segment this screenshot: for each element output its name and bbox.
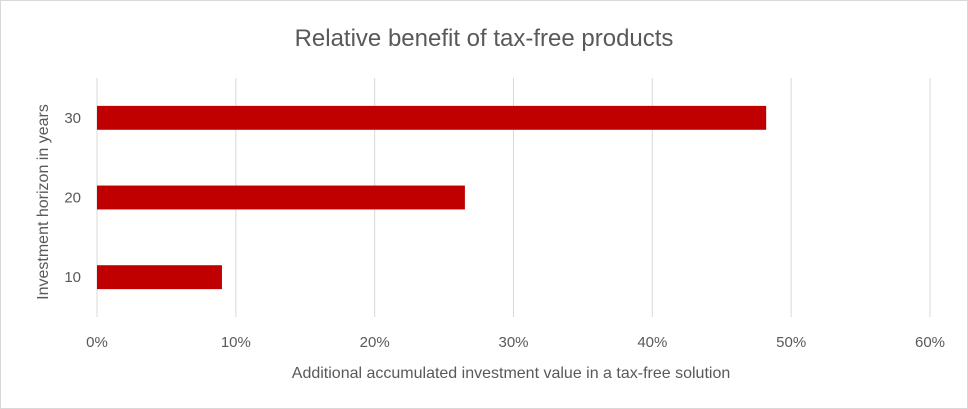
x-tick-label: 50% — [776, 334, 806, 351]
x-tick-labels: 0% 10% 20% 30% 40% 50% 60% — [86, 334, 945, 351]
x-tick-label: 60% — [915, 334, 945, 351]
y-axis-label: Investment horizon in years — [35, 104, 52, 300]
bars — [97, 105, 767, 290]
y-tick-labels: 30 20 10 — [64, 110, 81, 286]
x-tick-label: 40% — [637, 334, 667, 351]
x-axis-label: Additional accumulated investment value … — [292, 365, 730, 382]
bar-30 — [97, 105, 767, 130]
x-tick-label: 30% — [498, 334, 528, 351]
bar-20 — [97, 185, 465, 210]
chart-title: Relative benefit of tax-free products — [295, 25, 674, 52]
y-tick-label: 20 — [64, 190, 81, 207]
bar-10 — [97, 265, 222, 290]
x-tick-label: 20% — [360, 334, 390, 351]
y-tick-label: 30 — [64, 110, 81, 127]
y-tick-label: 10 — [64, 269, 81, 286]
x-tick-label: 10% — [221, 334, 251, 351]
x-tick-label: 0% — [86, 334, 108, 351]
